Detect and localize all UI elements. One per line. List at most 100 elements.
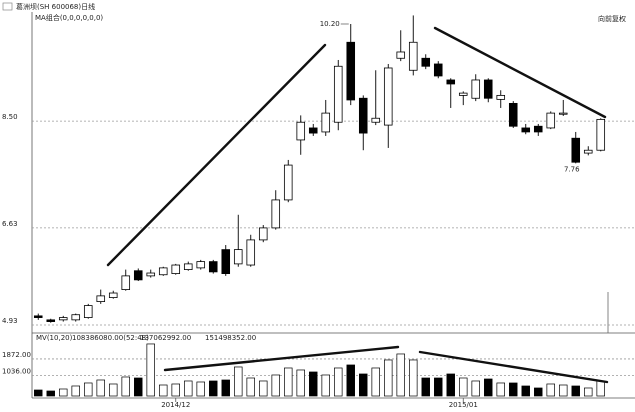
adjust-note[interactable]: 向前复权 <box>598 14 626 23</box>
volume-bar <box>459 377 468 397</box>
trend-line <box>418 350 609 384</box>
icon <box>2 2 13 11</box>
volume-bar <box>246 377 255 397</box>
volume-bar <box>521 385 530 397</box>
volume-bar <box>284 367 293 397</box>
candle-body <box>371 117 381 123</box>
candle-body <box>158 267 168 276</box>
volume-bar <box>496 382 505 397</box>
volume-bar <box>421 377 430 397</box>
y-tick-label: 8.50 <box>2 113 18 121</box>
trend-line <box>106 43 327 267</box>
candle-body <box>46 319 56 322</box>
volume-bar <box>559 384 568 397</box>
volume-bar <box>321 374 330 397</box>
subtitle: MA组合(0,0,0,0,0,0) <box>35 13 103 22</box>
legend-text: 108386080.00(52:48) <box>72 334 149 342</box>
volume-bar <box>396 353 405 397</box>
candle-body <box>33 315 43 318</box>
volume-bar <box>196 381 205 397</box>
candle-body <box>308 127 318 134</box>
candle-body <box>483 79 493 99</box>
candle-body <box>83 305 93 318</box>
y-tick-label: 4.93 <box>2 317 18 325</box>
y-tick-label: 1036.00 <box>2 367 31 375</box>
candle-body <box>583 149 593 154</box>
candle-body <box>133 270 143 281</box>
candle-body <box>108 292 118 298</box>
candle-body <box>396 51 406 59</box>
candle-body <box>433 63 443 77</box>
candle-body <box>446 79 456 85</box>
candle-body <box>408 41 418 71</box>
candle-body <box>71 314 81 321</box>
candle-body <box>496 94 506 100</box>
volume-bar <box>334 367 343 397</box>
volume-bar <box>434 377 443 397</box>
y-tick-label: 1872.00 <box>2 351 31 359</box>
volume-bar <box>96 379 105 397</box>
volume-bar <box>34 389 43 397</box>
volume-bar <box>546 383 555 397</box>
volume-bar <box>571 385 580 397</box>
volume-bar <box>259 380 268 397</box>
candle-body <box>471 79 481 99</box>
volume-bar <box>221 379 230 397</box>
volume-bar <box>59 388 68 397</box>
candle-body <box>458 92 468 96</box>
volume-bar <box>409 359 418 397</box>
annotation: 7.76 <box>564 165 580 173</box>
candle-body <box>333 65 343 123</box>
candle-body <box>358 97 368 134</box>
volume-bar <box>146 343 155 397</box>
volume-bar <box>134 377 143 397</box>
candle-body <box>221 249 231 274</box>
candle-body <box>258 227 268 241</box>
candle-body <box>533 125 543 133</box>
volume-bar <box>159 384 168 397</box>
chart-title: 葛洲坝(SH 600068)日线 <box>16 2 95 11</box>
candle-body <box>183 263 193 270</box>
volume-bar <box>171 383 180 397</box>
volume-bar <box>109 383 118 397</box>
legend-text: 137062992.00 <box>140 334 191 342</box>
volume-bar <box>596 380 605 397</box>
volume-bar <box>371 367 380 397</box>
volume-bar <box>359 373 368 397</box>
x-tick-label: 2015/01 <box>449 401 478 409</box>
volume-bar <box>296 369 305 397</box>
volume-bar <box>509 382 518 397</box>
candle-body <box>521 127 531 133</box>
candle-body <box>208 261 218 273</box>
volume-bar <box>534 387 543 397</box>
candle-body <box>271 199 281 229</box>
volume-bar <box>184 380 193 397</box>
volume-bar <box>584 387 593 397</box>
volume-bar <box>209 380 218 397</box>
volume-bar <box>471 380 480 397</box>
y-tick-label: 6.63 <box>2 220 18 228</box>
trend-line <box>163 345 400 372</box>
candle-body <box>233 249 243 265</box>
candle-body <box>383 67 393 126</box>
volume-bar <box>46 390 55 397</box>
candle-body <box>558 112 568 115</box>
candle-body <box>571 137 581 163</box>
candle-body <box>546 112 556 129</box>
legend-text: 151498352.00 <box>205 334 256 342</box>
volume-bar <box>384 359 393 397</box>
volume-bar <box>271 374 280 397</box>
candle-body <box>421 57 431 67</box>
candle-body <box>58 317 68 321</box>
trend-line <box>433 26 607 119</box>
candle-body <box>171 264 181 274</box>
candle-body <box>283 164 293 201</box>
volume-bar <box>71 385 80 397</box>
candle-body <box>321 112 331 133</box>
candle-body <box>196 261 206 269</box>
volume-bar <box>234 366 243 397</box>
volume-bar <box>446 373 455 397</box>
candle-body <box>508 102 518 127</box>
